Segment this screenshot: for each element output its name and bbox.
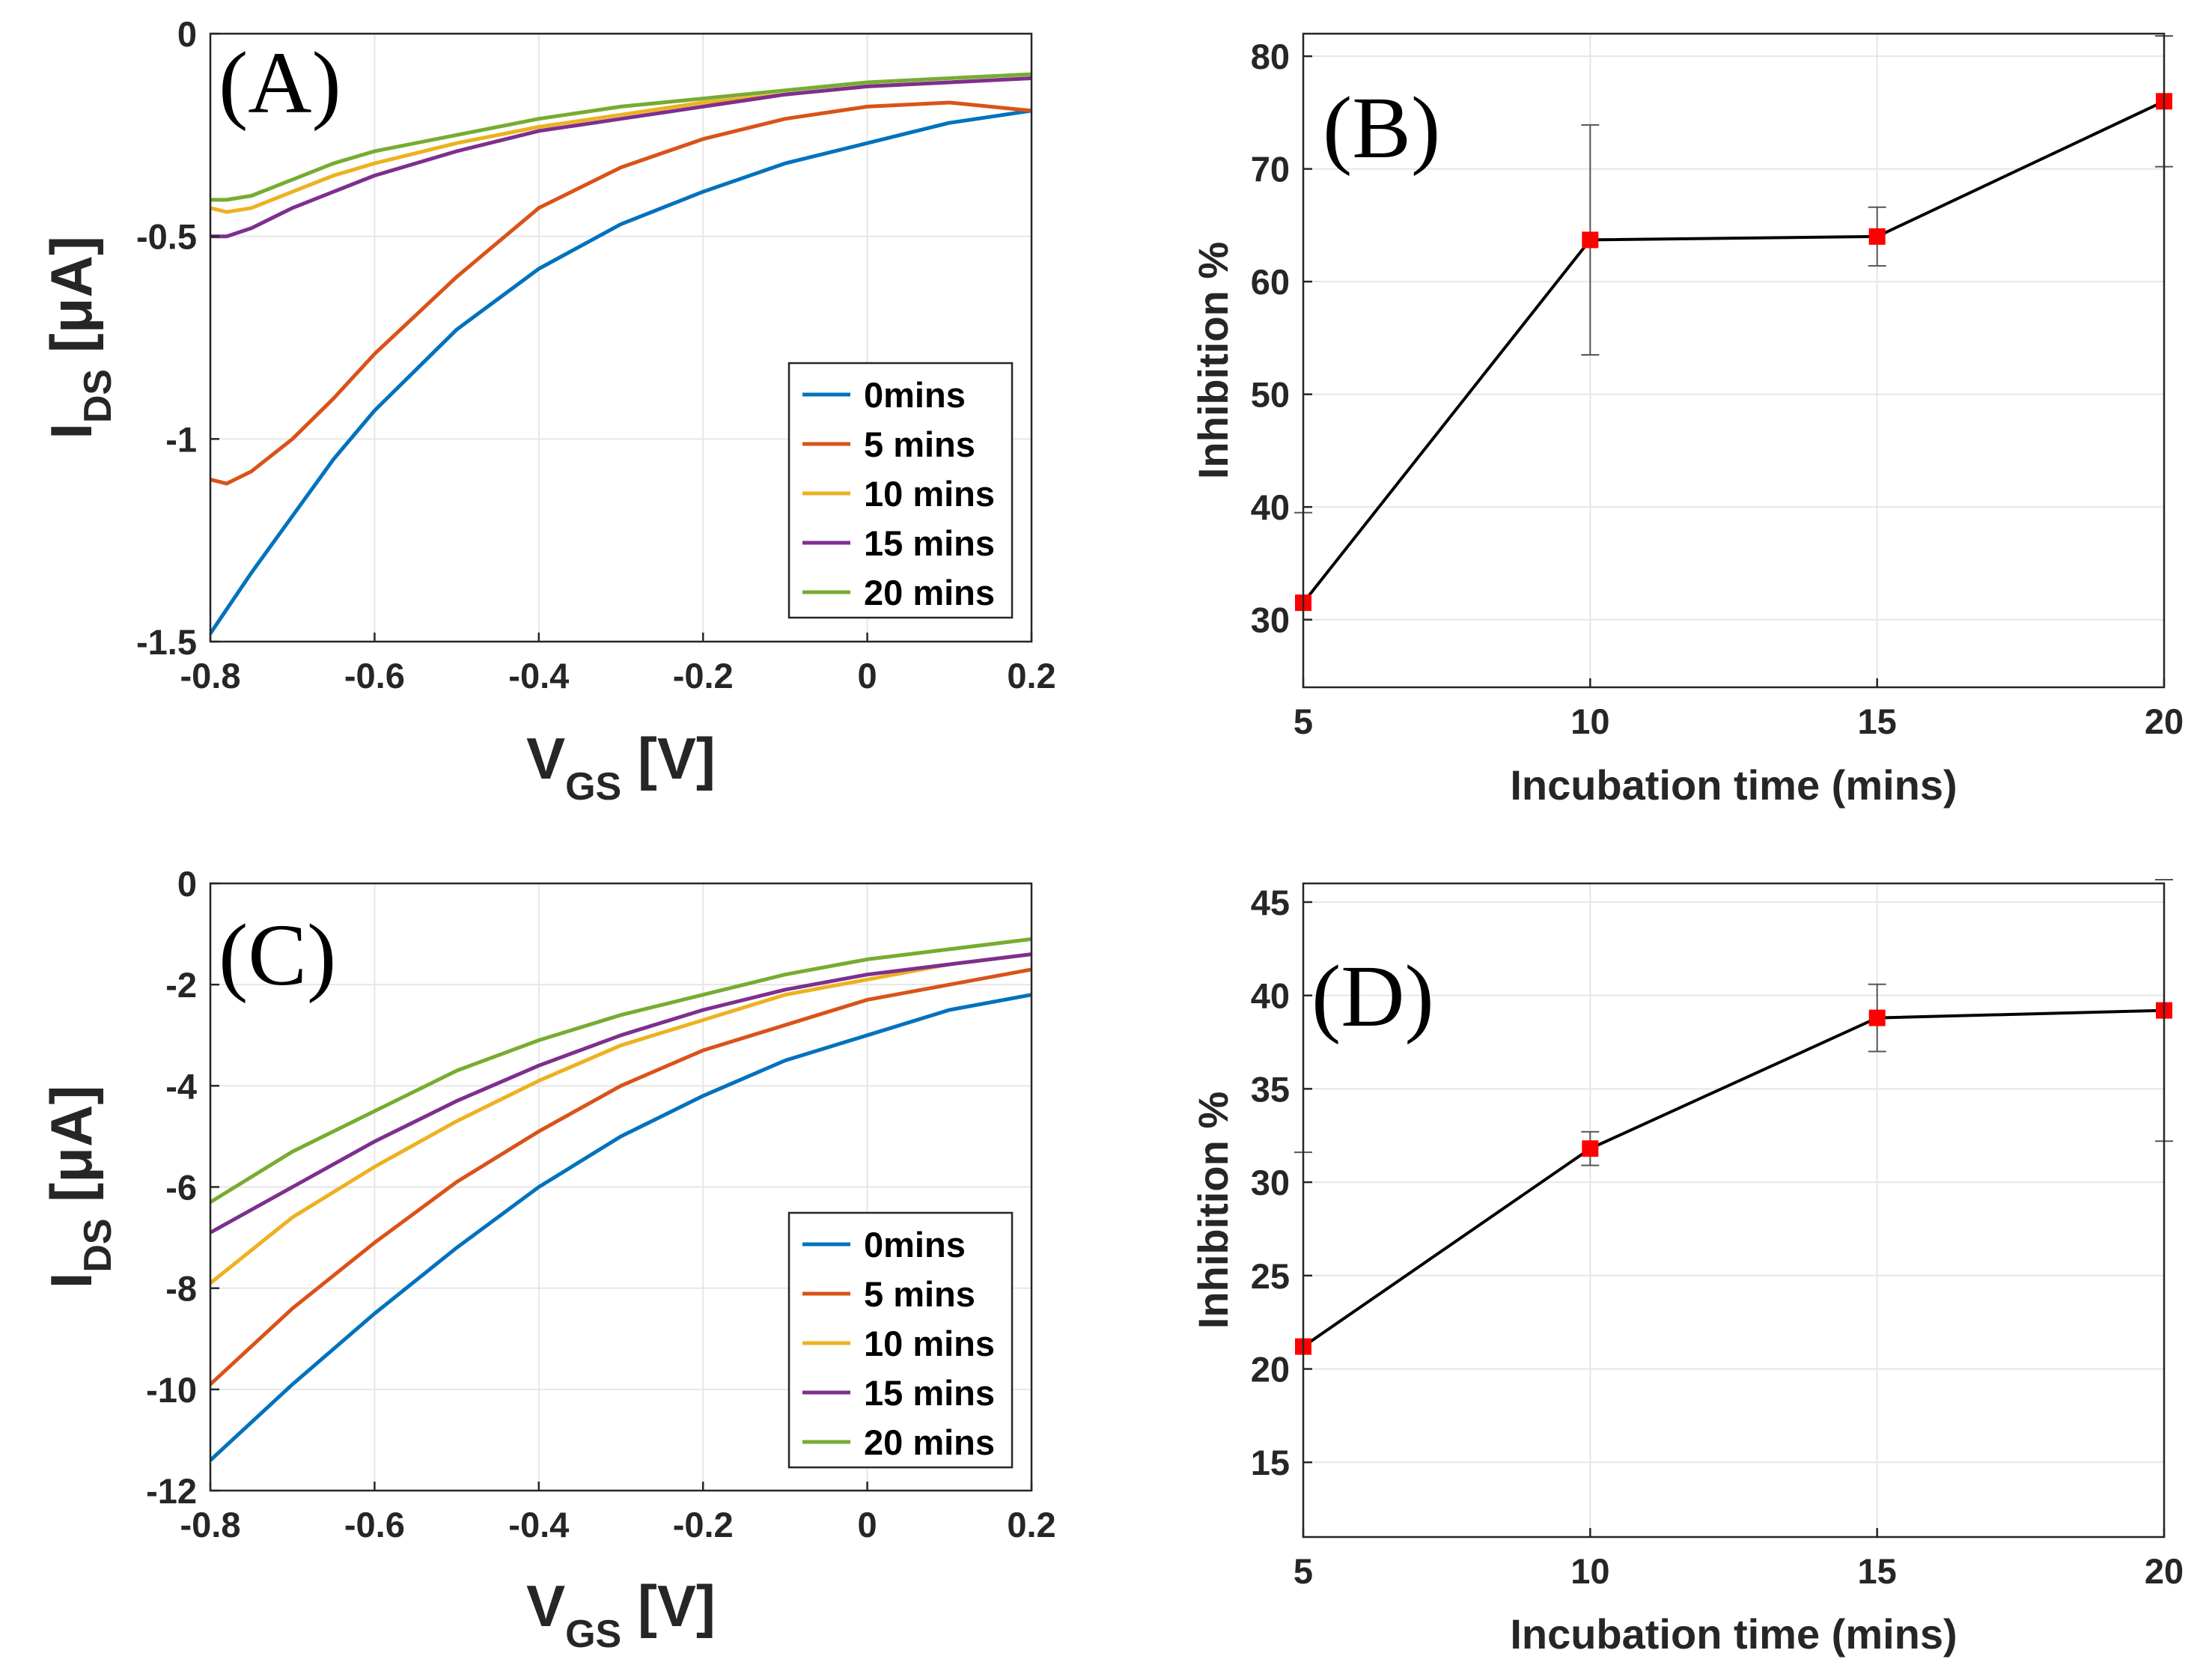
y-tick-label: 25: [1251, 1256, 1290, 1296]
legend-entry: 5 mins: [864, 424, 975, 464]
y-tick-label: 60: [1251, 262, 1290, 302]
x-tick-label: -0.8: [180, 656, 241, 696]
y-axis-label: IDS [μA]: [38, 1086, 120, 1289]
series-line-15-mins: [210, 952, 1032, 1235]
y-tick-label: 40: [1251, 487, 1290, 527]
y-tick-label: 80: [1251, 37, 1290, 76]
y-tick-label: -1.5: [136, 622, 197, 662]
series-line-15-mins: [210, 76, 1032, 239]
data-point: [1582, 1140, 1599, 1157]
chart-panel-c: -0.8 -0.6 -0.4 -0.2 0 0.2 0 -2 -4 -6 -8 -10 -12 (C) VG…: [38, 864, 1056, 1656]
y-tick-label: 45: [1251, 883, 1290, 922]
series-line-10-mins: [210, 952, 1032, 1285]
data-line: [1302, 1008, 2165, 1348]
chart-panel-a: -0.8 -0.6 -0.4 -0.2 0 0.2 0 -0.5 -1 -1.5 (A) VGS [V…: [38, 14, 1056, 809]
x-tick-label: 20: [2145, 701, 2184, 741]
y-tick-label: 70: [1251, 150, 1290, 189]
y-tick-label: -8: [165, 1269, 197, 1309]
y-tick-label: 0: [177, 864, 197, 904]
x-tick-label: 0: [858, 1505, 877, 1544]
legend-entry: 20 mins: [864, 573, 995, 612]
series-line-0mins: [210, 993, 1032, 1462]
x-tick-label: 20: [2145, 1551, 2184, 1591]
data-line: [1302, 100, 2165, 604]
y-tick-label: 30: [1251, 1163, 1290, 1202]
x-tick-label: -0.6: [344, 656, 405, 696]
x-tick-label: 5: [1294, 1551, 1313, 1591]
y-tick-label: -4: [165, 1066, 197, 1106]
panel-label: (D): [1311, 947, 1434, 1045]
legend-entry: 10 mins: [864, 1324, 995, 1363]
chart-panel-d: 5 10 15 20 15 20 25 30 35 40 45 (D) Incubation time …: [1189, 879, 2184, 1658]
series-line-5-mins: [210, 967, 1032, 1386]
legend-entry: 10 mins: [864, 474, 995, 514]
x-axis-label: VGS [V]: [526, 725, 716, 809]
y-tick-label: -12: [146, 1471, 197, 1511]
y-tick-label: 50: [1251, 375, 1290, 415]
legend-entry: 0mins: [864, 375, 966, 415]
axes-box: [1302, 882, 2166, 1539]
series-line-20-mins: [210, 937, 1032, 1204]
y-tick-label: -10: [146, 1370, 197, 1410]
y-axis-label: Inhibition %: [1189, 242, 1237, 479]
x-tick-label: 10: [1570, 1551, 1609, 1591]
x-axis-label: VGS [V]: [526, 1573, 716, 1656]
legend-box: [787, 362, 1014, 619]
legend-entry: 15 mins: [864, 1373, 995, 1413]
series-line-20-mins: [210, 72, 1032, 202]
y-axis-label: IDS [μA]: [38, 236, 120, 439]
legend-entry: 20 mins: [864, 1422, 995, 1462]
axes-box: [1302, 32, 2166, 689]
legend-entry: 15 mins: [864, 523, 995, 563]
data-point: [1868, 228, 1886, 245]
legend-entry: 5 mins: [864, 1274, 975, 1314]
y-tick-label: -6: [165, 1168, 197, 1208]
x-tick-label: 0: [858, 656, 877, 696]
x-tick-label: 0.2: [1007, 1505, 1055, 1544]
legend: 0mins 5 mins 10 mins 15 mins 20 mins: [787, 362, 1014, 619]
legend-entry: 0mins: [864, 1225, 966, 1264]
y-axis-label: Inhibition %: [1189, 1092, 1237, 1329]
data-point: [1582, 231, 1599, 249]
data-point: [1868, 1009, 1886, 1026]
y-tick-label: 40: [1251, 976, 1290, 1016]
x-tick-label: -0.6: [344, 1505, 405, 1544]
x-axis-label: Incubation time (mins): [1510, 1610, 1957, 1658]
x-tick-label: -0.2: [673, 1505, 734, 1544]
x-axis-label: Incubation time (mins): [1510, 761, 1957, 809]
chart-panel-b: 5 10 15 20 30 40 50 60 70 80 (B) Incubation time (m…: [1189, 32, 2184, 809]
y-tick-label: 20: [1251, 1350, 1290, 1390]
panel-label: (B): [1323, 79, 1440, 177]
y-tick-label: 30: [1251, 600, 1290, 640]
legend: 0mins 5 mins 10 mins 15 mins 20 mins: [787, 1211, 1014, 1469]
x-tick-label: 15: [1858, 1551, 1897, 1591]
x-tick-label: 5: [1294, 701, 1313, 741]
y-tick-label: 35: [1251, 1069, 1290, 1109]
x-tick-label: -0.8: [180, 1505, 241, 1544]
legend-box: [787, 1211, 1014, 1469]
x-tick-label: 0.2: [1007, 656, 1055, 696]
x-tick-label: -0.2: [673, 656, 734, 696]
y-tick-label: -0.5: [136, 217, 197, 257]
y-tick-label: 0: [177, 14, 197, 54]
y-tick-label: 15: [1251, 1443, 1290, 1482]
panel-label: (A): [219, 34, 341, 132]
axes-box: [209, 32, 1033, 643]
series-line-0mins: [210, 109, 1032, 635]
plot-area: [1303, 883, 2164, 1537]
x-tick-label: -0.4: [508, 1505, 569, 1544]
y-tick-label: -2: [165, 965, 197, 1005]
x-tick-label: 10: [1570, 701, 1609, 741]
x-tick-label: -0.4: [508, 656, 569, 696]
plot-area: [1303, 34, 2164, 687]
x-tick-label: 15: [1858, 701, 1897, 741]
series-line-5-mins: [210, 100, 1032, 486]
panel-label: (C): [219, 906, 336, 1004]
y-tick-label: -1: [165, 419, 197, 459]
